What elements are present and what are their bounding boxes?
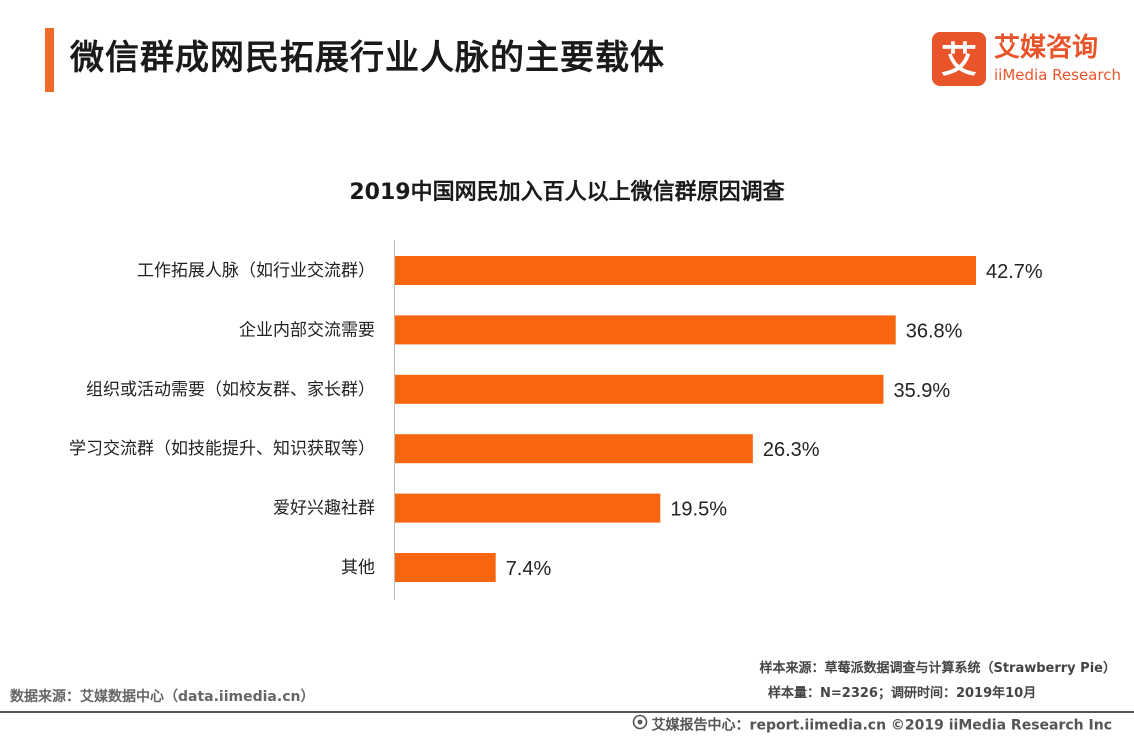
footer-divider [0,711,1134,713]
category-label: 工作拓展人脉（如行业交流群） [137,261,375,281]
footer: 艾媒报告中心：report.iimedia.cn ©2019 iiMedia R… [632,714,1112,736]
category-label: 爱好兴趣社群 [273,499,375,519]
data-label: 42.7% [986,261,1043,283]
logo-glyph: 艾 [941,40,977,81]
data-label: 36.8% [906,320,963,342]
sample-source-note: 样本来源：草莓派数据调查与计算系统（Strawberry Pie） [759,661,1116,676]
page-title: 微信群成网民拓展行业人脉的主要载体 [70,38,665,78]
bar [395,493,661,523]
data-label: 19.5% [670,499,727,521]
logo-name-cn: 艾媒咨询 [994,33,1099,63]
iimedia-report-icon [632,714,648,737]
bar [395,315,896,345]
bar [395,553,496,582]
category-label: 组织或活动需要（如校友群、家长群） [86,380,375,400]
logo-name-en: iiMedia Research [994,66,1121,84]
logo-mark: 艾 [932,32,986,86]
brand-logo: 艾 艾媒咨询 iiMedia Research [932,32,1121,88]
category-label: 学习交流群（如技能提升、知识获取等） [69,439,375,459]
category-label: 其他 [341,558,375,578]
data-source-note: 数据来源：艾媒数据中心（data.iimedia.cn） [10,689,315,705]
data-label: 35.9% [893,380,950,402]
chart-title: 2019中国网民加入百人以上微信群原因调查 [349,180,785,205]
bar [395,434,753,464]
bar [395,374,884,404]
sample-size-note: 样本量：N=2326；调研时间：2019年10月 [768,686,1037,701]
data-label: 26.3% [763,439,820,461]
category-label: 企业内部交流需要 [239,320,375,340]
title-accent-bar [45,28,54,92]
footer-text: 艾媒报告中心：report.iimedia.cn ©2019 iiMedia R… [651,717,1112,734]
data-label: 7.4% [506,558,552,580]
bar [395,256,976,285]
